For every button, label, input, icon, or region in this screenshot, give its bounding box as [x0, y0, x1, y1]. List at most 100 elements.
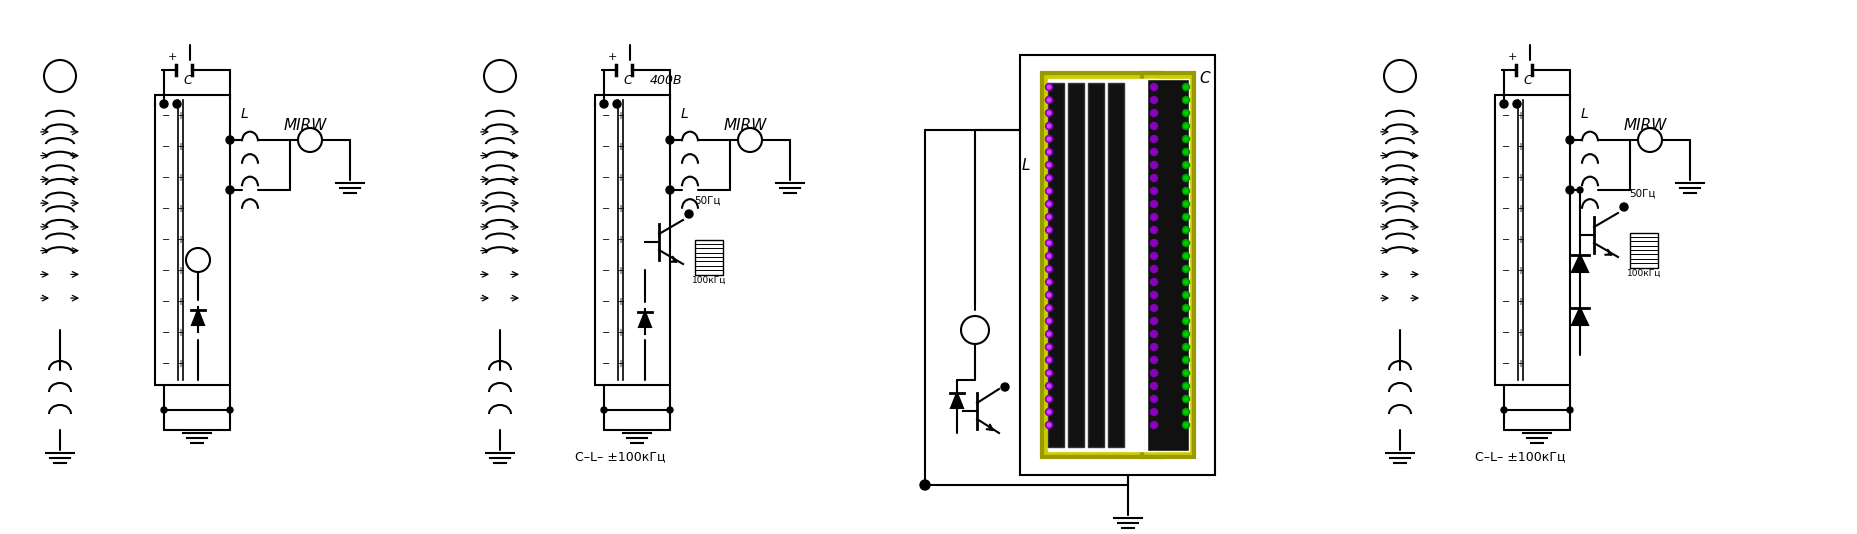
Text: −: −: [162, 359, 171, 370]
Circle shape: [1149, 409, 1157, 415]
Polygon shape: [951, 393, 962, 408]
Polygon shape: [639, 312, 650, 327]
Circle shape: [227, 136, 234, 144]
Text: −: −: [1500, 266, 1510, 276]
Text: +: +: [607, 52, 617, 62]
Text: +: +: [1515, 173, 1523, 183]
Circle shape: [1047, 150, 1051, 154]
Text: −: −: [602, 328, 609, 339]
Circle shape: [1565, 407, 1573, 413]
Text: 50Гц: 50Гц: [695, 196, 721, 206]
Circle shape: [1045, 409, 1051, 415]
Text: +: +: [617, 297, 624, 307]
Circle shape: [1499, 100, 1508, 108]
Circle shape: [1149, 421, 1157, 428]
Text: +: +: [176, 204, 184, 214]
Text: C: C: [1198, 71, 1209, 86]
Circle shape: [1047, 98, 1051, 102]
Text: −: −: [162, 328, 171, 339]
Circle shape: [1183, 228, 1187, 232]
Circle shape: [1181, 97, 1188, 104]
Circle shape: [1183, 345, 1187, 349]
Circle shape: [1045, 304, 1051, 311]
Circle shape: [1149, 318, 1157, 325]
Circle shape: [1181, 109, 1188, 116]
Circle shape: [1045, 214, 1051, 221]
Bar: [1019, 55, 1214, 475]
Circle shape: [1047, 306, 1051, 310]
Circle shape: [1183, 371, 1187, 375]
Bar: [1047, 79, 1155, 451]
Circle shape: [1500, 407, 1506, 413]
Circle shape: [1045, 240, 1051, 247]
Circle shape: [1047, 397, 1051, 401]
Circle shape: [1149, 83, 1157, 90]
Circle shape: [1183, 293, 1187, 297]
Text: −: −: [162, 111, 171, 121]
Circle shape: [1181, 136, 1188, 143]
Circle shape: [45, 60, 76, 92]
Text: −: −: [602, 173, 609, 183]
Circle shape: [1181, 226, 1188, 233]
Circle shape: [1183, 215, 1187, 219]
Circle shape: [1045, 253, 1051, 260]
Circle shape: [1045, 122, 1051, 130]
Circle shape: [1512, 100, 1521, 108]
Text: −: −: [1500, 359, 1510, 370]
Circle shape: [1181, 83, 1188, 90]
Text: +: +: [617, 359, 624, 370]
Circle shape: [1149, 109, 1157, 116]
Text: +: +: [176, 111, 184, 121]
Circle shape: [1183, 280, 1187, 284]
Circle shape: [1047, 319, 1051, 323]
Circle shape: [665, 136, 674, 144]
Circle shape: [1638, 128, 1662, 152]
Circle shape: [1149, 253, 1157, 260]
Text: −: −: [162, 142, 171, 152]
Text: −: −: [162, 204, 171, 214]
Bar: [594, 95, 670, 385]
Circle shape: [1181, 214, 1188, 221]
Text: C–L– ±100кГц: C–L– ±100кГц: [574, 450, 665, 463]
Circle shape: [1045, 396, 1051, 403]
Circle shape: [1181, 122, 1188, 130]
Circle shape: [1001, 383, 1008, 391]
Circle shape: [1149, 304, 1157, 311]
Text: C: C: [624, 74, 631, 87]
Circle shape: [1149, 148, 1157, 155]
Circle shape: [737, 128, 761, 152]
Polygon shape: [1571, 308, 1588, 325]
Circle shape: [1047, 384, 1051, 388]
Circle shape: [186, 248, 210, 272]
Circle shape: [1149, 97, 1157, 104]
Circle shape: [1045, 109, 1051, 116]
Circle shape: [1045, 187, 1051, 194]
Circle shape: [1047, 267, 1051, 271]
Text: +: +: [176, 328, 184, 339]
Text: −: −: [602, 359, 609, 370]
Circle shape: [1183, 358, 1187, 362]
Text: L: L: [1021, 158, 1031, 173]
Circle shape: [1183, 241, 1187, 245]
Circle shape: [1183, 319, 1187, 323]
Circle shape: [1047, 215, 1051, 219]
Circle shape: [1047, 280, 1051, 284]
Circle shape: [1045, 421, 1051, 428]
Circle shape: [1181, 409, 1188, 415]
Text: L: L: [241, 107, 249, 121]
Circle shape: [1149, 279, 1157, 286]
Circle shape: [1181, 357, 1188, 364]
Circle shape: [1181, 279, 1188, 286]
Circle shape: [919, 480, 930, 490]
Bar: [695, 240, 722, 274]
Circle shape: [1181, 175, 1188, 182]
Text: +: +: [1506, 52, 1515, 62]
Text: 100кГц: 100кГц: [1627, 269, 1660, 278]
Circle shape: [1045, 175, 1051, 182]
Text: +: +: [176, 297, 184, 307]
Text: +: +: [1515, 235, 1523, 245]
Circle shape: [1181, 253, 1188, 260]
Text: −: −: [602, 111, 609, 121]
Text: +: +: [617, 328, 624, 339]
Circle shape: [1045, 136, 1051, 143]
